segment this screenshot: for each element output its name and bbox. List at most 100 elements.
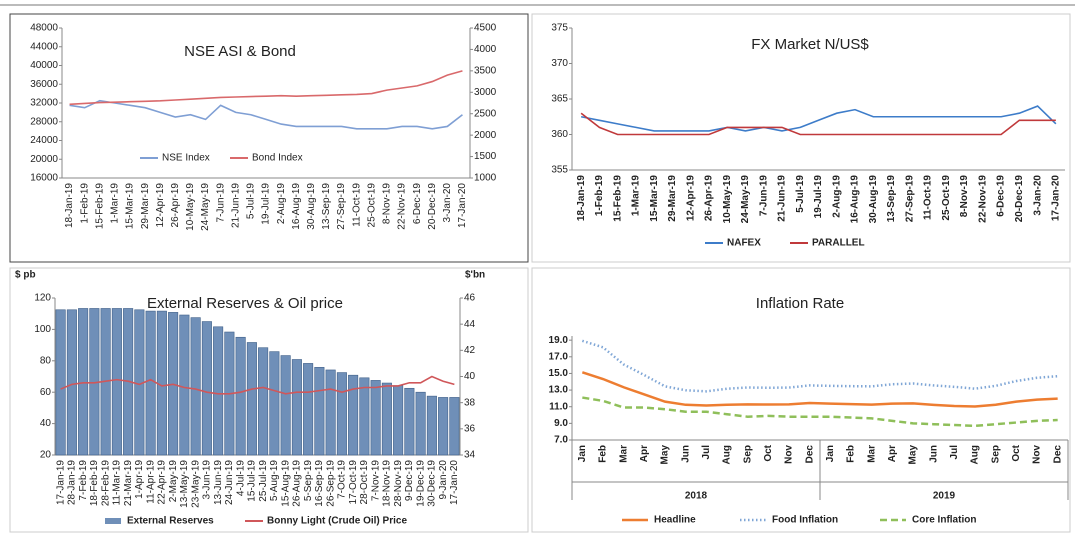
- series-line: [581, 371, 1058, 408]
- y-tick-label: 24000: [30, 135, 58, 146]
- y-tick-label: 11.0: [549, 401, 568, 412]
- y-tick-label: 360: [551, 129, 568, 140]
- x-tick-label: 15-Feb-19: [612, 175, 623, 222]
- x-tick-label: 30-Aug-19: [306, 183, 317, 230]
- x-tick-label: 2-May-19: [168, 460, 179, 503]
- x-tick-label: Sep: [990, 445, 1001, 463]
- y2-tick-label: 1000: [474, 173, 497, 184]
- x-tick-label: 7-Nov-19: [370, 460, 381, 502]
- y-tick-label: 355: [551, 165, 568, 176]
- x-tick-label: 18-Feb-19: [89, 460, 100, 507]
- x-tick-label: 10-May-19: [185, 183, 196, 231]
- bar: [246, 342, 257, 456]
- series-line: [580, 105, 1057, 132]
- y-axis-unit: $ pb: [15, 270, 36, 281]
- bar: [426, 395, 437, 456]
- y-tick-label: 9.0: [554, 418, 568, 429]
- bar: [325, 369, 336, 456]
- x-tick-label: 17-Jan-19: [55, 460, 66, 505]
- x-tick-label: 18-Jan-19: [576, 175, 587, 222]
- y-tick-label: 7.0: [554, 435, 568, 446]
- x-tick-label: Mar: [866, 445, 877, 463]
- group-label: 2018: [685, 491, 708, 502]
- bar: [235, 336, 246, 456]
- bar: [156, 310, 167, 456]
- x-tick-label: 15-Jul-19: [247, 460, 258, 502]
- y-tick-label: 32000: [30, 98, 58, 109]
- x-tick-label: 1-Mar-19: [110, 183, 121, 224]
- x-tick-label: 28-Nov-19: [393, 460, 404, 507]
- legend-label: External Reserves: [127, 516, 214, 527]
- x-tick-label: 22-Nov-19: [977, 175, 988, 223]
- bar: [291, 359, 302, 456]
- bar: [145, 310, 156, 456]
- x-tick-label: 19-Dec-19: [415, 460, 426, 507]
- x-tick-label: 11-Mar-19: [112, 460, 123, 506]
- y2-tick-label: 34: [464, 450, 476, 461]
- x-tick-label: 3-Jun-19: [202, 460, 213, 500]
- x-tick-label: 17-Jan-20: [457, 183, 468, 228]
- x-tick-label: 27-Sep-19: [904, 175, 915, 223]
- x-tick-label: 28-Jan-19: [67, 460, 78, 505]
- bar: [111, 308, 122, 456]
- x-tick-label: 7-Jun-19: [758, 175, 769, 217]
- y-tick-label: 20: [40, 450, 52, 461]
- bar: [190, 317, 201, 456]
- x-tick-label: 5-Sep-19: [303, 460, 314, 502]
- x-tick-label: Feb: [846, 445, 857, 463]
- x-tick-label: 25-Jul-19: [258, 460, 269, 502]
- x-tick-label: 13-Jun-19: [213, 460, 224, 505]
- x-tick-label: 26-Apr-19: [704, 175, 715, 222]
- x-tick-label: Jan: [825, 445, 836, 462]
- x-tick-label: 18-Jan-19: [64, 183, 75, 228]
- y2-tick-label: 3500: [474, 65, 497, 76]
- y-tick-label: 365: [551, 94, 568, 105]
- y-tick-label: 48000: [30, 23, 58, 34]
- x-tick-label: 3-Jan-20: [442, 183, 453, 223]
- y-tick-label: 15.0: [549, 368, 569, 379]
- y2-tick-label: 44: [464, 319, 476, 330]
- x-tick-label: 15-Aug-19: [280, 460, 291, 507]
- x-tick-label: Oct: [763, 444, 774, 461]
- x-tick-label: Oct: [1011, 444, 1022, 461]
- bar: [213, 326, 224, 456]
- x-tick-label: 26-Aug-19: [292, 460, 303, 507]
- legend-label: Bonny Light (Crude Oil) Price: [267, 516, 407, 527]
- bar: [280, 355, 291, 456]
- x-tick-label: 13-May-19: [179, 460, 190, 508]
- x-tick-label: 25-Oct-19: [941, 175, 952, 221]
- y-tick-label: 36000: [30, 79, 58, 90]
- series-line: [60, 375, 455, 395]
- panel: [9, 267, 529, 533]
- bar: [269, 351, 280, 456]
- series-line: [582, 396, 1058, 428]
- series-line: [580, 112, 1056, 136]
- bar: [201, 321, 212, 456]
- y2-tick-label: 36: [464, 423, 476, 434]
- x-tick-label: 24-May-19: [740, 175, 751, 224]
- bar: [381, 382, 392, 456]
- x-tick-label: Jun: [680, 445, 691, 463]
- x-tick-label: 13-Sep-19: [886, 175, 897, 223]
- legend-label: Bond Index: [252, 153, 303, 164]
- x-tick-label: 19-Jul-19: [813, 175, 824, 219]
- series-line: [69, 70, 463, 106]
- x-tick-label: 28-Oct-19: [359, 460, 370, 505]
- x-tick-label: 1-Feb-19: [594, 175, 605, 217]
- x-tick-label: 12-Apr-19: [155, 183, 166, 228]
- bar: [66, 309, 77, 456]
- y-tick-label: 44000: [30, 41, 58, 52]
- x-tick-label: 20-Dec-19: [1014, 175, 1025, 223]
- bar: [449, 397, 460, 456]
- x-tick-label: 23-May-19: [190, 460, 201, 508]
- bar: [415, 391, 426, 456]
- x-tick-label: 24-Jun-19: [224, 460, 235, 505]
- x-tick-label: Apr: [887, 445, 898, 462]
- x-tick-label: 6-Dec-19: [996, 175, 1007, 217]
- legend-label: Headline: [654, 515, 696, 526]
- y2-axis-unit: $'bn: [465, 270, 485, 281]
- group-label: 2019: [933, 491, 956, 502]
- bar: [359, 377, 370, 456]
- y2-tick-label: 2000: [474, 130, 497, 141]
